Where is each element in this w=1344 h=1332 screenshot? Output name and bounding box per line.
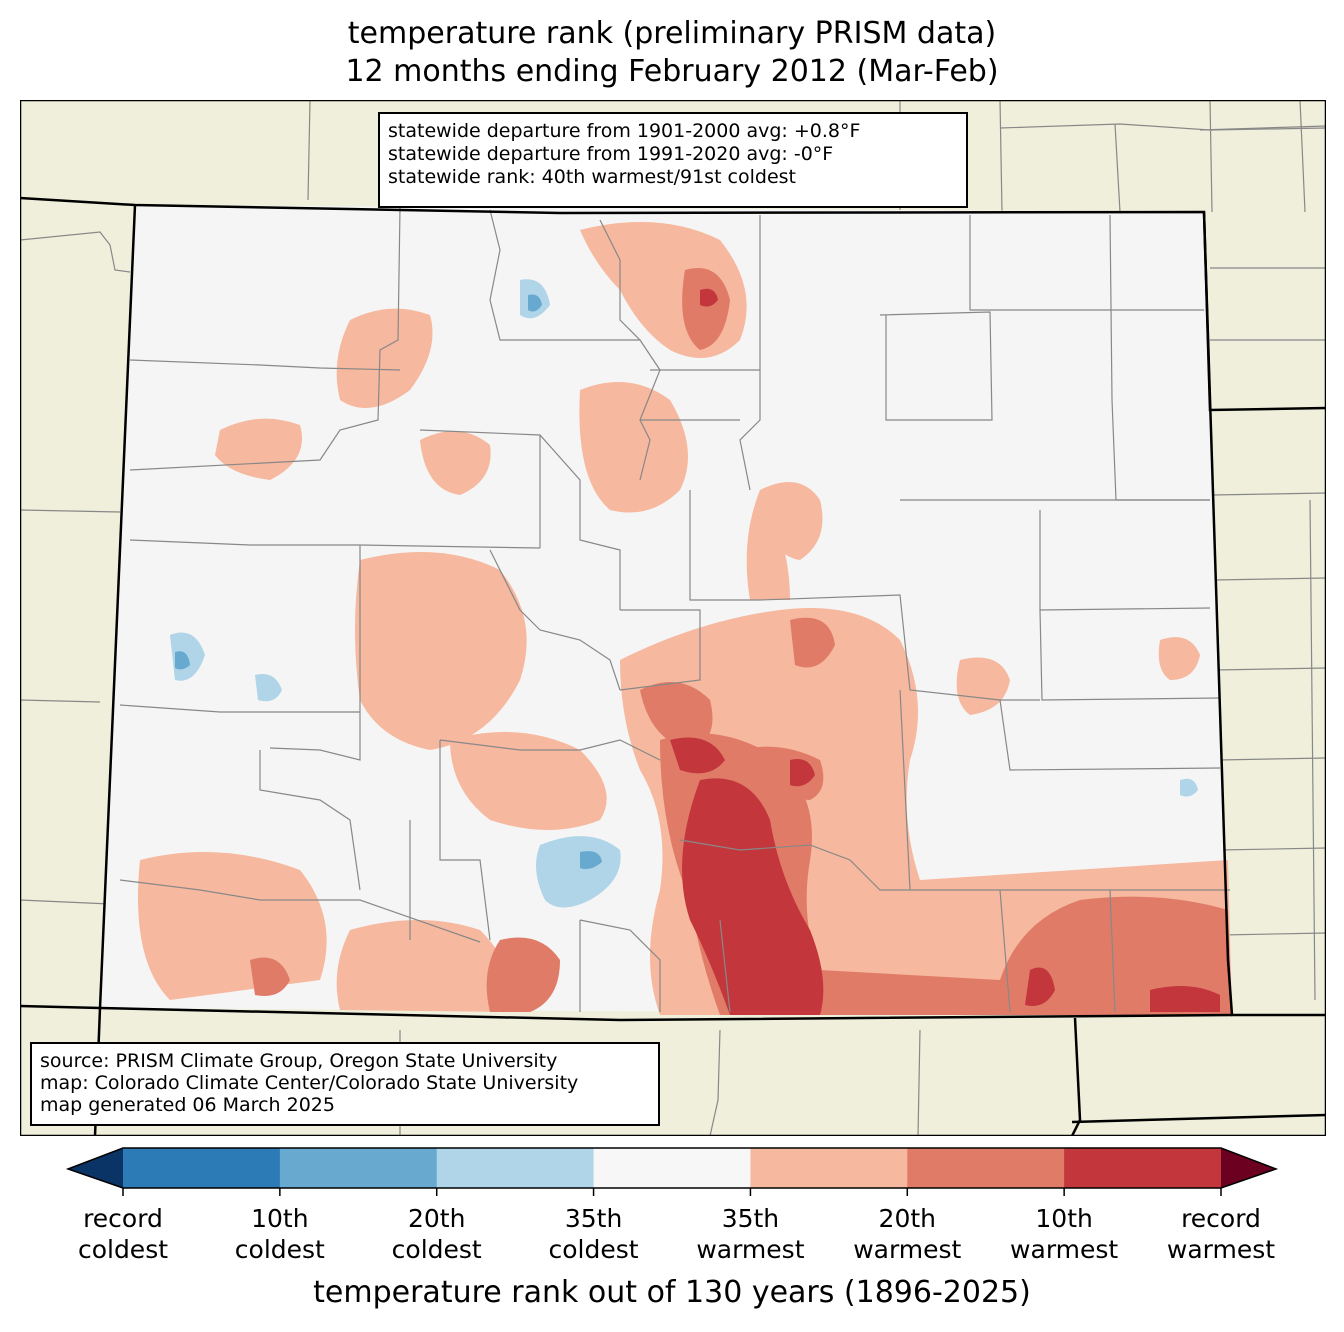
colorbar-bin-6 xyxy=(907,1148,1065,1188)
colorbar-title: temperature rank out of 130 years (1896-… xyxy=(313,1275,1031,1310)
colorbar-tick-label: 20th coldest xyxy=(357,1203,517,1265)
colorbar-bin-3 xyxy=(436,1148,595,1188)
colorbar-tick-label: 10th coldest xyxy=(200,1203,360,1265)
tick-label-line-1: 10th xyxy=(251,1204,309,1233)
colorbar-bin-7 xyxy=(1064,1148,1222,1188)
colorbar-tick-label: 35th warmest xyxy=(670,1203,830,1265)
colorbar-tick-label: record warmest xyxy=(1141,1203,1301,1265)
county-boundary-lines xyxy=(119,207,1230,1013)
tick-label-line-2: warmest xyxy=(1166,1235,1276,1264)
tick-label-line-2: coldest xyxy=(548,1235,639,1264)
credits-source: source: PRISM Climate Group, Oregon Stat… xyxy=(40,1050,558,1072)
map-title-line-2: 12 months ending February 2012 (Mar-Feb) xyxy=(345,54,999,89)
tick-label-line-1: 35th xyxy=(564,1204,623,1233)
colorbar xyxy=(65,1147,1279,1196)
credits-generated-date: map generated 06 March 2025 xyxy=(40,1094,335,1116)
tick-label-line-2: coldest xyxy=(77,1235,169,1264)
stats-departure-1901-2000: statewide departure from 1901-2000 avg: … xyxy=(388,120,861,142)
state-borders xyxy=(20,196,1326,1136)
colorbar-bin-4 xyxy=(593,1148,751,1188)
tick-label-line-2: coldest xyxy=(391,1235,482,1264)
colorbar-bin-2 xyxy=(279,1148,438,1188)
tick-label-line-1: 20th xyxy=(878,1204,937,1233)
colorbar-tick-label: 10th warmest xyxy=(984,1203,1144,1265)
stats-departure-1991-2020: statewide departure from 1991-2020 avg: … xyxy=(388,143,834,165)
colorbar-bin-5 xyxy=(750,1148,908,1188)
tick-label-line-2: warmest xyxy=(696,1235,805,1264)
colder-regions xyxy=(175,294,602,870)
much-warmer-regions xyxy=(670,288,1220,1015)
tick-label-line-2: coldest xyxy=(234,1235,325,1264)
tick-label-line-1: record xyxy=(83,1204,163,1233)
statewide-stats-box: statewide departure from 1901-2000 avg: … xyxy=(378,112,968,208)
tick-label-line-1: 35th xyxy=(721,1204,780,1233)
tick-label-line-1: 10th xyxy=(1035,1204,1093,1233)
colorbar-tick-label: record coldest xyxy=(43,1203,203,1265)
colorbar-tick-label: 35th coldest xyxy=(514,1203,674,1265)
credits-box: source: PRISM Climate Group, Oregon Stat… xyxy=(30,1042,660,1126)
colorbar-low-extend xyxy=(68,1148,123,1188)
map-title-line-1: temperature rank (preliminary PRISM data… xyxy=(347,16,997,51)
tick-label-line-2: warmest xyxy=(1010,1235,1119,1264)
credits-map: map: Colorado Climate Center/Colorado St… xyxy=(40,1072,579,1094)
colorbar-high-extend xyxy=(1221,1148,1276,1188)
map-frame xyxy=(20,100,1326,1136)
stats-statewide-rank: statewide rank: 40th warmest/91st coldes… xyxy=(388,166,797,188)
tick-label-line-2: warmest xyxy=(853,1235,962,1264)
colorbar-bin-1 xyxy=(123,1148,281,1188)
tick-label-line-1: record xyxy=(1181,1204,1261,1233)
tick-label-line-1: 20th xyxy=(407,1204,466,1233)
colorbar-tick-label: 20th warmest xyxy=(827,1203,987,1265)
colorado-temperature-rank-map xyxy=(20,100,1326,1136)
